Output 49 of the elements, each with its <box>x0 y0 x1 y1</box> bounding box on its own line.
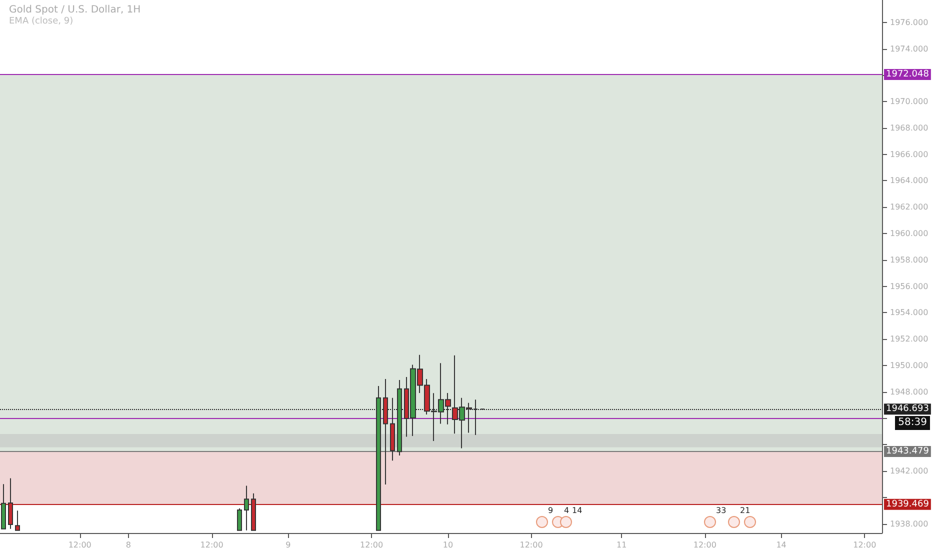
candlestick <box>251 492 256 531</box>
annotation: 9 <box>548 506 554 515</box>
y-tick-label: 1976.000 <box>890 18 928 27</box>
candlestick <box>397 379 402 456</box>
candlestick <box>15 510 20 531</box>
y-tick-label: 1964.000 <box>890 176 928 186</box>
x-tick-label: 11 <box>616 540 627 550</box>
x-tick-label: 12:00 <box>693 540 716 550</box>
y-tick-label: 1952.000 <box>890 334 928 344</box>
x-tick-label: 9 <box>286 540 291 550</box>
ref-line-label: 1972.048 <box>886 70 930 80</box>
y-tick-label: 1960.000 <box>890 229 928 238</box>
x-tick-label: 12:00 <box>200 540 224 550</box>
y-tick-label: 1968.000 <box>890 123 928 132</box>
y-tick-label: 1948.000 <box>890 387 928 396</box>
candlestick <box>383 378 388 485</box>
y-tick-label: 1974.000 <box>890 44 928 54</box>
y-tick-label: 1938.000 <box>890 519 928 528</box>
candlestick <box>244 485 249 531</box>
y-tick-label: 1956.000 <box>890 282 928 291</box>
annotation: 33 <box>716 506 726 515</box>
x-tick-label: 12:00 <box>360 540 384 550</box>
ref-line-label: 1939.469 <box>886 499 930 510</box>
candlestick <box>376 386 381 531</box>
annotation: 14 <box>572 506 582 515</box>
annotation: 4 <box>564 506 570 515</box>
y-tick-label: 1966.000 <box>890 150 928 159</box>
candlestick <box>390 397 395 462</box>
ref-line-label: 1943.479 <box>886 446 930 456</box>
y-tick-label: 1954.000 <box>890 308 928 318</box>
candlestick <box>1 484 6 530</box>
x-tick-label: 10 <box>442 540 454 550</box>
annotation: 21 <box>740 506 750 515</box>
y-tick-label: 1970.000 <box>890 97 928 106</box>
chart-title: Gold Spot / U.S. Dollar, 1H <box>9 4 141 16</box>
x-tick-label: 8 <box>126 540 132 550</box>
text: 58:39 <box>895 416 930 430</box>
y-tick-label: 1950.000 <box>890 360 928 370</box>
y-tick-label: 1942.000 <box>890 466 928 476</box>
y-tick-label: 1958.000 <box>890 255 928 264</box>
candlestick <box>8 478 13 530</box>
x-tick-label: 12:00 <box>68 540 92 550</box>
x-tick-label: 12:00 <box>853 540 876 550</box>
x-tick-label: 14 <box>776 540 786 550</box>
x-tick-label: 12:00 <box>520 540 543 550</box>
candlestick <box>237 508 242 531</box>
y-tick-label: 1962.000 <box>890 202 928 212</box>
text: EMA (close, 9) <box>9 16 74 26</box>
ref-line-label: 1946.693 <box>886 404 929 414</box>
